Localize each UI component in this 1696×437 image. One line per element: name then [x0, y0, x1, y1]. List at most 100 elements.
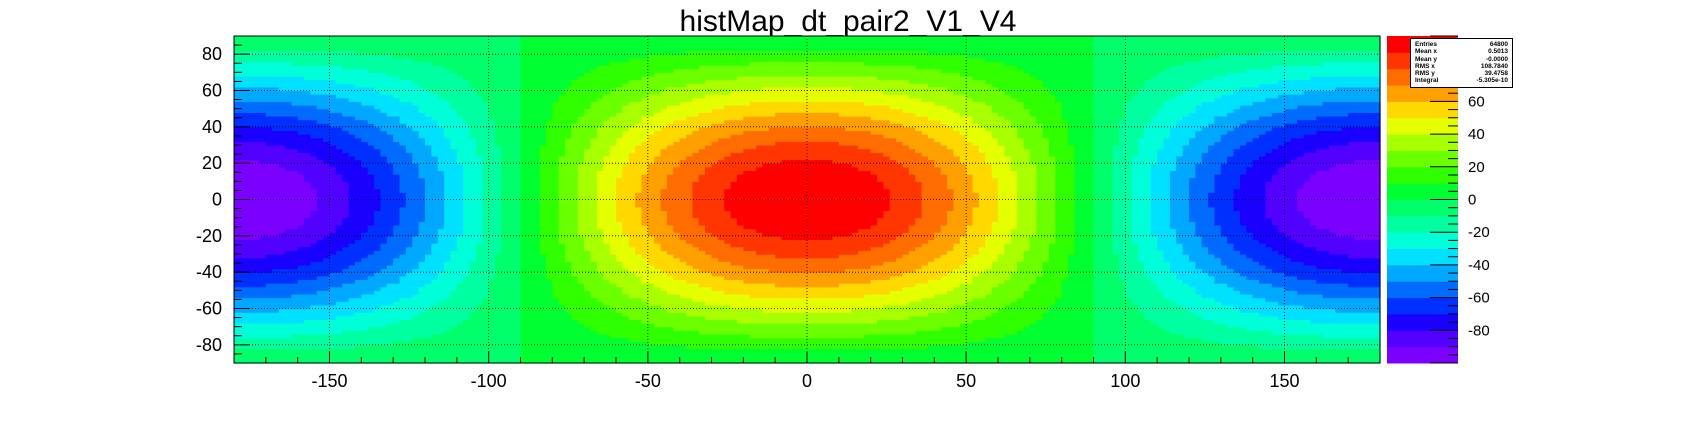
heatmap-cell	[533, 152, 541, 157]
heatmap-cell	[310, 199, 318, 204]
heatmap-cell	[380, 359, 388, 364]
heatmap-cell	[501, 203, 509, 208]
heatmap-cell	[310, 134, 318, 139]
heatmap-cell	[501, 90, 509, 95]
heatmap-cell	[278, 254, 286, 259]
heatmap-cell	[316, 192, 324, 197]
heatmap-cell	[552, 333, 560, 339]
heatmap-cell	[501, 57, 509, 63]
heatmap-cell	[393, 166, 401, 172]
heatmap-cell	[399, 72, 407, 77]
heatmap-cell	[565, 264, 573, 270]
heatmap-cell	[533, 46, 541, 52]
heatmap-cell	[310, 239, 318, 244]
heatmap-cell	[259, 83, 267, 88]
heatmap-cell	[412, 61, 420, 66]
heatmap-cell	[348, 217, 356, 222]
heatmap-cell	[425, 50, 432, 55]
heatmap-cell	[437, 137, 445, 142]
heatmap-cell	[240, 272, 248, 277]
heatmap-cell	[418, 257, 426, 262]
heatmap-cell	[463, 301, 471, 306]
heatmap-cell	[571, 123, 579, 128]
heatmap-cell	[240, 319, 248, 324]
heatmap-cell	[558, 39, 566, 44]
heatmap-cell	[240, 217, 248, 222]
heatmap-cell	[297, 192, 305, 197]
heatmap-cell	[291, 97, 299, 102]
heatmap-cell	[240, 283, 248, 288]
heatmap-cell	[520, 210, 528, 215]
heatmap-cell	[552, 188, 560, 193]
heatmap-cell	[526, 239, 534, 244]
heatmap-cell	[380, 43, 388, 48]
heatmap-cell	[431, 279, 439, 284]
heatmap-cell	[431, 163, 439, 168]
heatmap-cell	[456, 352, 464, 357]
heatmap-cell	[342, 188, 350, 193]
heatmap-cell	[297, 148, 305, 153]
heatmap-cell	[418, 272, 426, 277]
heatmap-cell	[412, 75, 420, 81]
heatmap-cell	[329, 352, 337, 357]
heatmap-cell	[412, 337, 420, 342]
heatmap-cell	[393, 293, 401, 299]
heatmap-cell	[265, 90, 273, 95]
heatmap-cell	[386, 65, 394, 70]
heatmap-cell	[482, 159, 490, 164]
heatmap-cell	[361, 232, 369, 237]
heatmap-cell	[259, 264, 267, 270]
heatmap-cell	[545, 145, 553, 150]
heatmap-cell	[456, 46, 464, 52]
heatmap-cell	[507, 119, 515, 124]
heatmap-cell	[577, 348, 585, 353]
heatmap-cell	[246, 228, 254, 233]
heatmap-cell	[348, 352, 356, 357]
heatmap-cell	[342, 355, 350, 360]
heatmap-cell	[291, 101, 299, 106]
heatmap-cell	[265, 210, 273, 215]
heatmap-cell	[393, 43, 401, 48]
heatmap-cell	[304, 323, 311, 328]
heatmap-cell	[520, 112, 528, 117]
heatmap-cell	[456, 174, 464, 179]
heatmap-cell	[265, 68, 273, 73]
heatmap-cell	[437, 308, 445, 313]
heatmap-cell	[380, 268, 388, 273]
heatmap-cell	[253, 155, 261, 161]
heatmap-cell	[291, 341, 299, 346]
heatmap-cell	[272, 50, 280, 55]
heatmap-cell	[482, 79, 490, 84]
heatmap-cell	[526, 337, 534, 342]
heatmap-cell	[329, 148, 337, 153]
heatmap-cell	[399, 97, 407, 102]
heatmap-cell	[469, 279, 477, 284]
heatmap-cell	[354, 250, 362, 255]
heatmap-cell	[374, 163, 382, 168]
heatmap-cell	[495, 206, 502, 211]
heatmap-cell	[335, 235, 343, 241]
heatmap-cell	[412, 221, 420, 226]
heatmap-cell	[469, 352, 477, 357]
heatmap-cell	[265, 108, 273, 113]
heatmap-cell	[539, 297, 547, 302]
heatmap-cell	[367, 279, 375, 284]
heatmap-cell	[450, 224, 458, 230]
heatmap-cell	[323, 290, 331, 295]
heatmap-cell	[558, 188, 566, 193]
heatmap-cell	[552, 97, 560, 102]
heatmap-cell	[348, 90, 356, 95]
heatmap-cell	[539, 214, 547, 219]
heatmap-cell	[386, 203, 394, 208]
heatmap-cell	[272, 272, 280, 277]
heatmap-cell	[278, 239, 286, 244]
heatmap-cell	[444, 232, 452, 237]
heatmap-cell	[444, 312, 452, 317]
heatmap-cell	[495, 283, 502, 288]
heatmap-cell	[482, 224, 490, 230]
heatmap-cell	[558, 290, 566, 295]
heatmap-cell	[278, 101, 286, 106]
heatmap-cell	[495, 214, 502, 219]
heatmap-cell	[329, 337, 337, 342]
heatmap-cell	[272, 54, 280, 59]
